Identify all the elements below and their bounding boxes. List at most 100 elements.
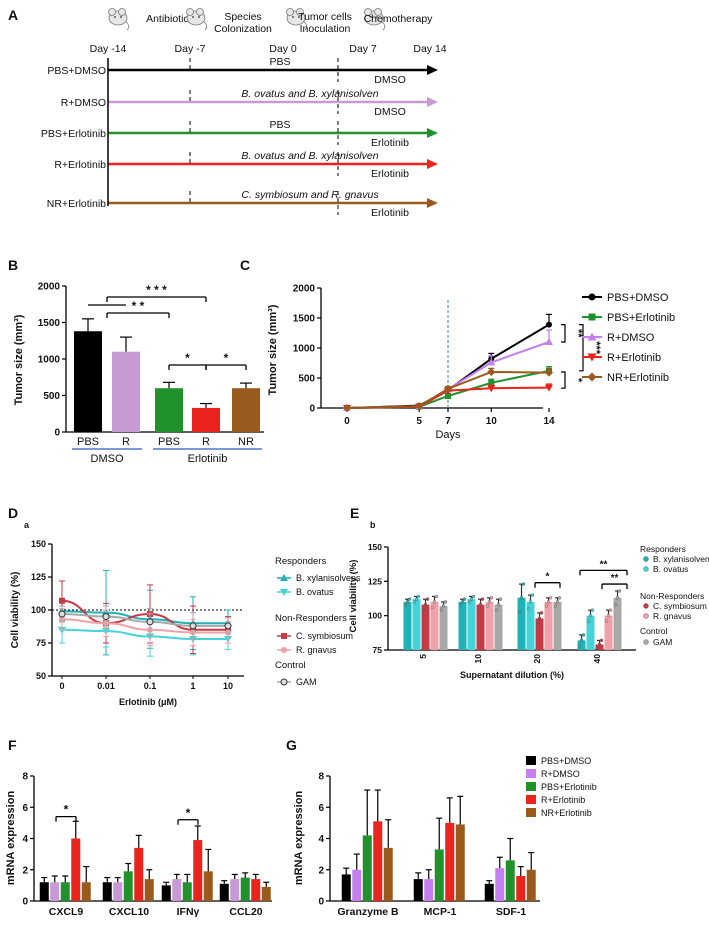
bar xyxy=(613,597,622,650)
x-tick-label: 10 xyxy=(473,654,483,664)
data-dot xyxy=(546,600,551,604)
x-tick-label: 0 xyxy=(344,416,350,427)
bar xyxy=(439,606,448,650)
significance-label: * xyxy=(224,351,229,365)
mouse-ear xyxy=(364,8,372,16)
bar xyxy=(458,601,467,650)
legend-label: B. ovatus xyxy=(296,587,334,597)
bar xyxy=(604,615,613,650)
bar xyxy=(74,331,102,432)
panel-label-c: C xyxy=(240,257,250,273)
legend-marker xyxy=(587,332,597,341)
x-tick-label: Granzyme B xyxy=(337,906,399,918)
timeline-day-label: Day -14 xyxy=(90,43,127,55)
y-tick-label: 1500 xyxy=(293,314,316,325)
data-dot xyxy=(577,644,582,648)
timeline-event-label: Colonization xyxy=(214,23,272,35)
legend-label: C. symbiosum xyxy=(653,601,707,611)
bar xyxy=(71,838,81,901)
arrow-head xyxy=(427,159,438,169)
y-tick-label: 50 xyxy=(36,671,46,681)
panel-sublabel-a: a xyxy=(24,520,30,530)
y-tick-label: 1000 xyxy=(293,344,316,355)
data-dot xyxy=(548,596,553,600)
data-dot xyxy=(421,608,426,612)
data-dot xyxy=(608,608,613,612)
drug-label: DMSO xyxy=(374,74,406,86)
data-point xyxy=(546,321,552,328)
mouse-ear xyxy=(374,8,382,16)
bar xyxy=(193,840,203,901)
legend-label: GAM xyxy=(296,677,317,687)
drug-label: Erlotinib xyxy=(371,207,409,219)
data-dot xyxy=(613,602,618,607)
group-label: DMSO xyxy=(91,453,124,465)
bar xyxy=(505,860,515,901)
significance-label: * xyxy=(572,378,584,383)
x-tick-label: 40 xyxy=(592,654,602,664)
timeline-day-label: Day 14 xyxy=(413,43,446,55)
data-point xyxy=(444,384,452,393)
y-tick-label: 150 xyxy=(368,542,382,552)
x-tick-label: 0 xyxy=(59,681,64,691)
data-point xyxy=(488,379,495,386)
significance-label: * * * xyxy=(146,283,167,297)
group-label: PBS+Erlotinib xyxy=(41,128,106,140)
mouse-icon xyxy=(186,8,208,31)
data-dot xyxy=(430,605,435,610)
panel-f-bar-chart: 0 2 4 6 8 mRNA expression CXCL9 CXCL10 IFNγ CCL20… xyxy=(5,772,272,918)
mouse-eye xyxy=(192,16,194,18)
x-tick-label: CCL20 xyxy=(229,906,262,918)
bar xyxy=(232,388,260,432)
bar xyxy=(467,599,476,650)
legend-label: PBS+Erlotinib xyxy=(607,312,675,324)
legend-marker xyxy=(281,633,287,639)
panel-label-g: G xyxy=(286,737,297,753)
data-dot xyxy=(519,596,524,600)
legend-label: GAM xyxy=(653,637,672,647)
bar xyxy=(112,351,140,432)
bar xyxy=(230,879,240,901)
bar xyxy=(251,879,261,901)
significance-label: ** xyxy=(572,329,584,338)
bar xyxy=(476,604,485,650)
panel-sublabel-b: b xyxy=(370,520,376,530)
y-tick-label: 125 xyxy=(368,576,382,586)
data-dot xyxy=(517,609,522,614)
y-tick-label: 0 xyxy=(54,428,60,439)
y-tick-label: 100 xyxy=(31,605,46,615)
bar xyxy=(203,871,213,901)
x-tick-label: PBS xyxy=(77,436,99,448)
bar xyxy=(586,615,595,650)
bar xyxy=(412,599,421,650)
legend-header: Non-Responders xyxy=(640,591,704,601)
bar xyxy=(535,618,544,650)
mouse-eye xyxy=(198,16,200,18)
legend-label: R. gnavus xyxy=(296,645,337,655)
data-dot xyxy=(588,613,593,618)
group-label: R+Erlotinib xyxy=(54,159,106,171)
legend-label: R+DMSO xyxy=(607,332,655,344)
x-tick-label: R xyxy=(122,436,130,448)
mouse-icon xyxy=(286,8,308,31)
legend-swatch xyxy=(526,795,536,804)
arrow-head xyxy=(427,128,438,138)
x-axis-label: Supernatant dilution (%) xyxy=(460,670,564,680)
x-tick-label: 14 xyxy=(543,416,555,427)
data-dot xyxy=(604,619,609,623)
data-dot xyxy=(579,638,584,643)
data-point xyxy=(224,622,232,630)
significance-bracket xyxy=(561,371,566,389)
legend-label: PBS+DMSO xyxy=(607,292,669,304)
y-tick-label: 0 xyxy=(309,404,315,415)
timeline-event-label: Inoculation xyxy=(300,23,351,35)
mouse-eye xyxy=(120,16,122,18)
y-tick-label: 4 xyxy=(22,834,28,845)
mouse-icon xyxy=(108,8,130,31)
treatment-label: PBS xyxy=(269,119,290,131)
data-dot xyxy=(606,613,611,618)
mouse-tail xyxy=(203,21,208,31)
mouse-eye xyxy=(298,16,300,18)
bar xyxy=(430,601,439,650)
